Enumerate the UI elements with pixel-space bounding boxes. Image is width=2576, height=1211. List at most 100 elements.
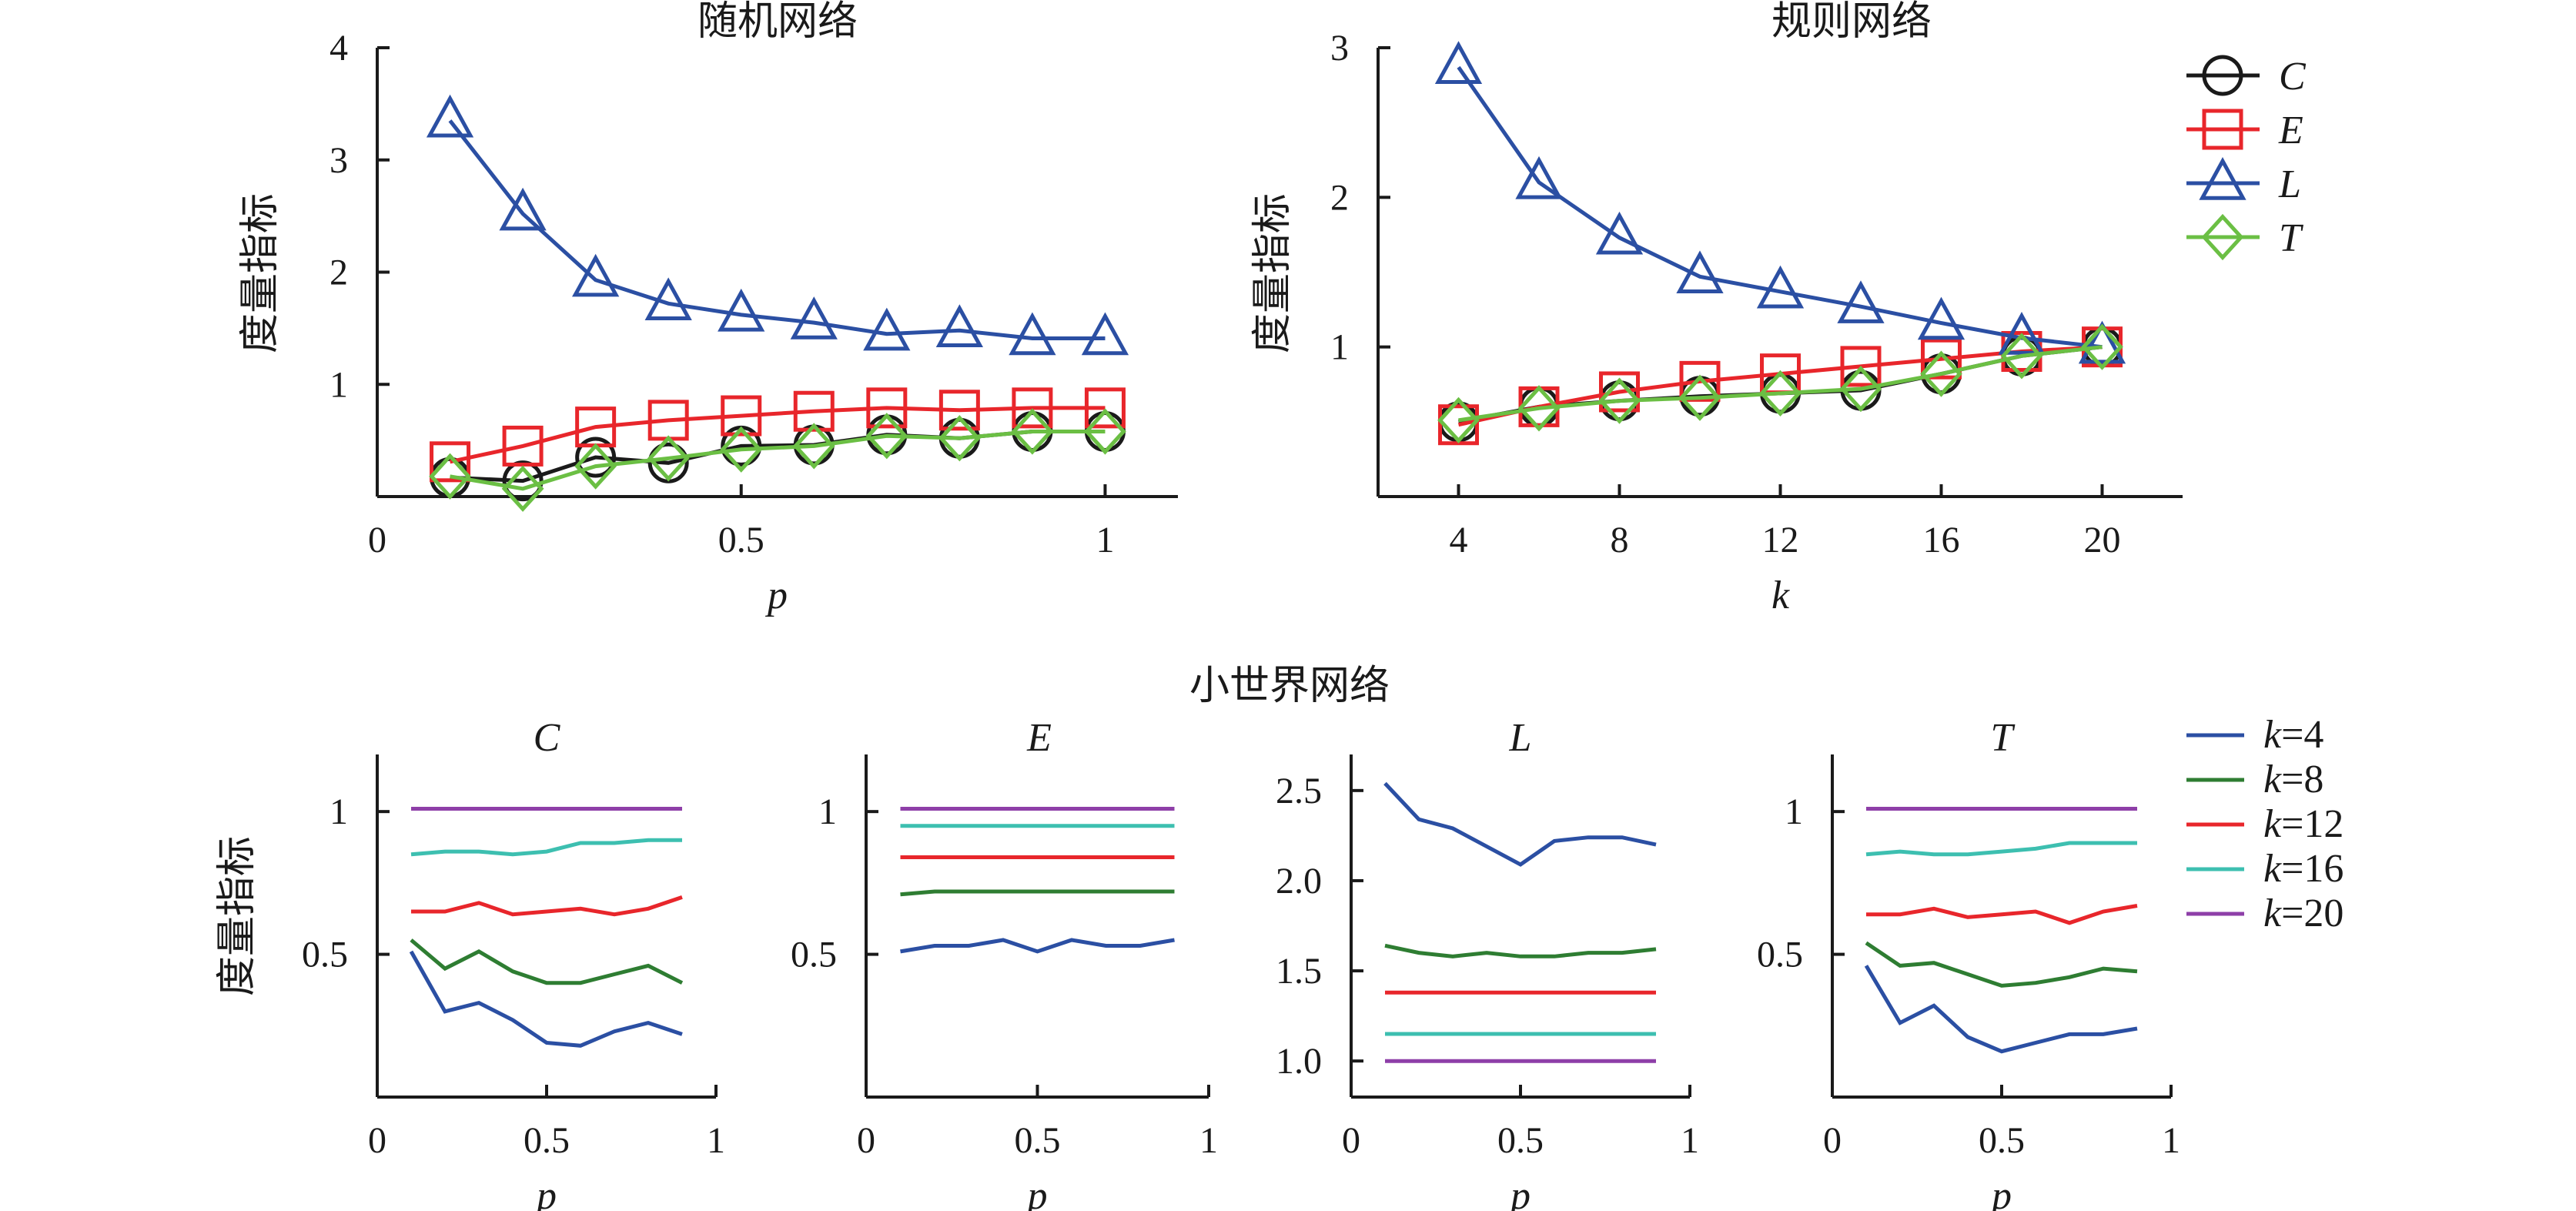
legend-bottom: k=4k=8k=12k=16k=20: [2186, 713, 2343, 935]
legend-item-k16: k=16: [2186, 847, 2343, 891]
y-tick-label: 0.5: [1757, 935, 1803, 975]
y-tick-label: 1.5: [1276, 951, 1322, 992]
data-point-L: [644, 277, 692, 321]
legend-label: k=12: [2263, 802, 2343, 846]
x-tick-label: 0.5: [1015, 1120, 1061, 1161]
series-line-k=4: [1864, 965, 2138, 1054]
chart-random: 1 2 3 4 0 0.5 1 随机网络 p 度量指标: [239, 0, 1178, 617]
x-tick-label: 0: [857, 1120, 875, 1161]
series-E: [430, 387, 1126, 483]
data-point-L: [718, 288, 765, 332]
data-point-E: [1084, 387, 1126, 429]
series-line-k=16: [1865, 841, 2137, 857]
data-point-L: [790, 296, 838, 340]
y-tick-label: 1: [330, 364, 348, 405]
data-point-L: [1434, 41, 1483, 84]
data-point-E: [938, 390, 980, 431]
x-axis-label: p: [1989, 1174, 2012, 1211]
y-tick-label: 1.0: [1276, 1041, 1322, 1082]
series-k=8: [1384, 943, 1657, 958]
legend-label: T: [2279, 216, 2303, 260]
x-tick-label: 12: [1762, 520, 1799, 560]
legend-item-C: C: [2186, 55, 2307, 99]
data-point-T: [792, 423, 835, 470]
y-axis-label: 度量指标: [216, 836, 259, 996]
series-k=8: [900, 889, 1175, 897]
data-point-L: [1676, 250, 1724, 294]
series-line-k=8: [1384, 943, 1657, 958]
x-tick-label: 1: [1681, 1120, 1699, 1161]
data-point-T: [938, 415, 981, 462]
data-point-E: [1921, 338, 1962, 380]
data-point-E: [2202, 109, 2243, 150]
data-point-L: [572, 253, 620, 297]
data-point-T: [1517, 385, 1561, 432]
y-tick-label: 2.5: [1276, 771, 1322, 811]
data-point-E: [721, 395, 762, 437]
y-tick-label: 3: [1330, 28, 1349, 69]
series-line-k=4: [1383, 781, 1657, 867]
y-axis-label: 度量指标: [1251, 193, 1295, 353]
data-point-L: [1837, 280, 1885, 323]
chart-title: C: [534, 716, 561, 760]
chart-title: T: [1991, 716, 2016, 760]
data-point-T: [1678, 374, 1721, 421]
x-tick-label: 0: [368, 520, 386, 560]
data-point-C: [575, 437, 617, 478]
x-tick-label: 0.5: [718, 520, 764, 560]
data-point-T: [2000, 333, 2043, 380]
legend-label: k=20: [2263, 892, 2343, 935]
data-point-C: [502, 460, 544, 502]
series-line-k=12: [411, 895, 683, 917]
data-point-C: [2202, 55, 2243, 96]
x-axis-label: p: [534, 1174, 557, 1211]
x-axis-label: k: [1771, 574, 1790, 617]
series-line-k=16: [410, 838, 682, 857]
data-point-L: [2199, 157, 2246, 200]
legend-label: E: [2278, 109, 2303, 152]
y-tick-label: 1: [818, 791, 837, 832]
x-tick-label: 1: [2162, 1120, 2180, 1161]
y-tick-label: 0.5: [302, 935, 348, 975]
section-title: 小世界网络: [1189, 664, 1390, 708]
data-point-L: [2078, 320, 2126, 364]
series-line-T: [1458, 345, 2103, 423]
data-point-L: [1515, 156, 1563, 199]
chart-title: 随机网络: [698, 0, 858, 44]
series-line-k=12: [1866, 904, 2138, 925]
x-tick-label: 0.5: [524, 1120, 570, 1161]
data-point-T: [1920, 350, 1962, 397]
legend-item-k20: k=20: [2186, 892, 2343, 935]
data-point-L: [1595, 211, 1644, 255]
x-tick-label: 0.5: [1497, 1120, 1544, 1161]
data-point-T: [647, 435, 690, 482]
series-line-k=8: [1865, 941, 2138, 988]
series-k=12: [1866, 904, 2138, 925]
series-line-T: [450, 430, 1106, 491]
series-line-L: [1457, 65, 2103, 350]
chart-title: L: [1509, 716, 1532, 760]
series-k=4: [409, 950, 683, 1048]
legend-label: C: [2279, 55, 2307, 99]
series-line-L: [448, 119, 1106, 340]
y-tick-label: 2: [1330, 177, 1349, 218]
data-point-T: [1011, 408, 1054, 455]
data-point-L: [499, 187, 547, 231]
data-point-E: [1599, 371, 1640, 413]
data-point-L: [426, 94, 474, 138]
x-tick-label: 0: [1823, 1120, 1842, 1161]
data-point-E: [502, 425, 544, 467]
data-point-L: [1917, 296, 1965, 340]
chart-sw-C: 0.5 1 0 0.5 1 Cp 度量指标: [216, 716, 725, 1211]
data-point-E: [1679, 360, 1721, 402]
legend-item-T: T: [2186, 213, 2303, 261]
data-point-L: [863, 307, 911, 351]
series-k=4: [900, 938, 1175, 954]
data-point-T: [1437, 396, 1480, 444]
chart-sw-E: 0.5 1 0 0.5 1 Ep: [791, 716, 1218, 1211]
series-line-k=4: [900, 938, 1175, 954]
data-point-T: [720, 426, 763, 473]
